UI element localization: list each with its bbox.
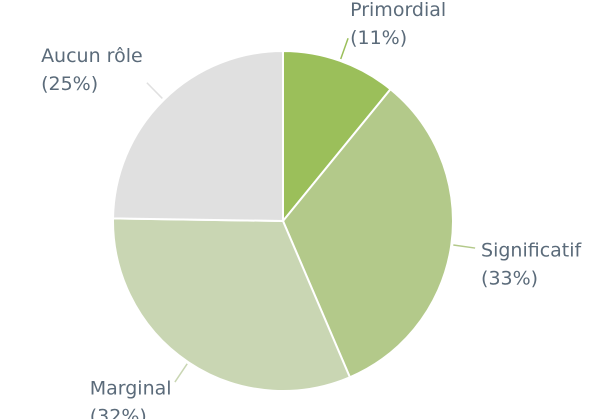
slice-value-label: (11%) <box>350 27 407 49</box>
slice-value-label: (32%) <box>90 406 147 419</box>
slice-label: Aucun rôle <box>41 45 143 67</box>
slice-label: Primordial <box>350 0 446 21</box>
leader-line <box>146 82 163 99</box>
pie-slice <box>281 87 454 379</box>
leader-line <box>174 363 188 383</box>
pie-slice <box>282 49 392 224</box>
pie-slice <box>112 217 352 392</box>
leader-line <box>453 244 476 249</box>
slice-label: Significatif <box>481 239 583 261</box>
leader-line <box>340 37 349 60</box>
pie-slice <box>112 49 284 223</box>
slice-value-label: (33%) <box>481 267 538 289</box>
slice-value-label: (25%) <box>41 73 98 95</box>
slice-label: Marginal <box>90 378 172 400</box>
